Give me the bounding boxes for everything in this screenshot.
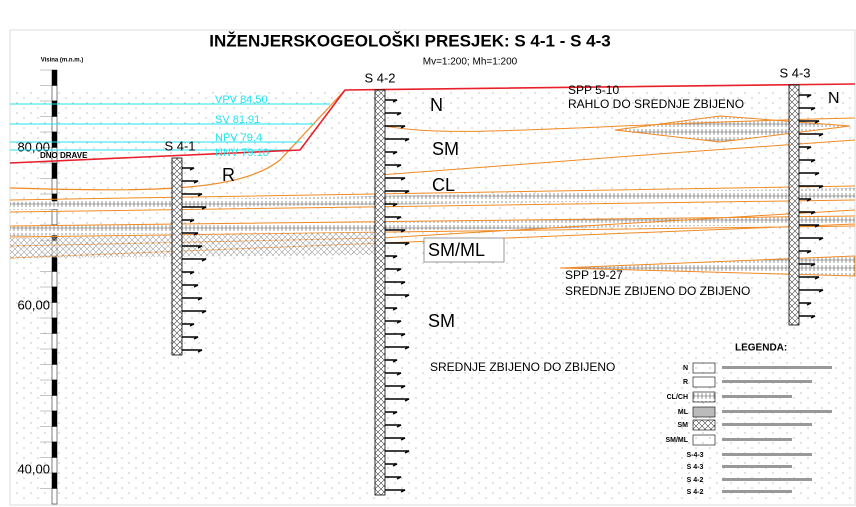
ruler-segment (52, 334, 57, 350)
ruler-segment (52, 303, 57, 319)
legend-swatch (693, 392, 715, 402)
legend-code: CL/CH (667, 394, 688, 401)
ruler-segment (52, 101, 57, 117)
legend-description (722, 395, 792, 398)
legend-description (722, 380, 812, 383)
ruler-segment (52, 365, 57, 381)
legend-description (722, 423, 812, 426)
legend-description (722, 366, 832, 369)
borehole-label: S 4-1 (164, 138, 195, 153)
ruler-segment (52, 179, 57, 195)
ruler-segment (52, 380, 57, 396)
legend-swatch (693, 420, 715, 430)
legend-description (722, 465, 792, 468)
scale: Mv=1:200; Mh=1:200 (423, 57, 518, 68)
legend-description (722, 490, 792, 493)
cross-section: INŽENJERSKOGEOLOŠKI PRESJEK: S 4-1 - S 4… (0, 0, 856, 507)
legend-description (722, 438, 792, 441)
layer-label: CL (432, 175, 455, 195)
borehole-column (375, 90, 385, 495)
ruler-segment (52, 86, 57, 102)
legend-symbol: S 4-2 (687, 489, 704, 496)
legend-description (722, 410, 832, 413)
note: SREDNJE ZBIJENO DO ZBIJENO (565, 284, 750, 298)
borehole-column (789, 85, 799, 325)
river-bed: DNO DRAVE (40, 151, 88, 160)
legend-symbol: S 4-3 (687, 464, 704, 471)
ruler-segment (52, 411, 57, 427)
ruler-segment (52, 473, 57, 489)
ruler-segment (52, 272, 57, 288)
ruler-segment (52, 318, 57, 334)
borehole-label: S 4-2 (364, 70, 395, 85)
elevation-label: 40,00 (17, 461, 50, 476)
legend-swatch (693, 377, 715, 387)
layer-label: SM/ML (428, 240, 485, 260)
water-level: SV 81.91 (215, 114, 260, 126)
legend-swatch (693, 363, 715, 373)
note: SPP 5-10 (568, 83, 619, 97)
ruler-segment (52, 442, 57, 458)
ruler-segment (52, 287, 57, 303)
axis-header: Visina (m.n.m.) (41, 58, 84, 64)
legend-code: N (683, 365, 688, 372)
ruler-segment (52, 427, 57, 443)
ruler-segment (52, 396, 57, 412)
water-level: NPV 79.4 (215, 132, 262, 144)
legend-swatch (693, 435, 715, 445)
legend-swatch (693, 407, 715, 417)
legend-symbol: S-4-3 (686, 452, 703, 459)
ruler-segment (52, 132, 57, 148)
ruler-segment (52, 349, 57, 365)
water-level: VPV 84.50 (215, 94, 268, 106)
ruler-segment (52, 458, 57, 474)
legend-code: R (683, 379, 688, 386)
borehole-column (172, 158, 182, 355)
legend-description (722, 453, 812, 456)
layer-label: N (828, 90, 840, 107)
legend-code: SM/ML (665, 437, 688, 444)
note: RAHLO DO SREDNJE ZBIJENO (568, 97, 744, 111)
legend-code: ML (678, 409, 689, 416)
elevation-label: 60,00 (17, 297, 50, 312)
water-level: NNV 79.10 (215, 147, 269, 159)
legend-description (722, 478, 812, 481)
layer-label: N (430, 95, 443, 115)
ruler-segment (52, 489, 57, 505)
note: SREDNJE ZBIJENO DO ZBIJENO (430, 360, 615, 374)
title: INŽENJERSKOGEOLOŠKI PRESJEK: S 4-1 - S 4… (209, 31, 610, 50)
ruler-segment (52, 163, 57, 179)
legend-symbol: S 4-2 (687, 477, 704, 484)
legend-code: SM (678, 422, 689, 429)
borehole-label: S 4-3 (779, 65, 810, 80)
layer-label: SM (432, 139, 459, 159)
legend-title: LEGENDA: (735, 343, 787, 354)
note: SPP 19-27 (565, 268, 623, 282)
ruler-segment (52, 256, 57, 272)
ruler-segment (52, 70, 57, 86)
layer-label: SM (428, 311, 455, 331)
layer-label: R (222, 165, 235, 185)
